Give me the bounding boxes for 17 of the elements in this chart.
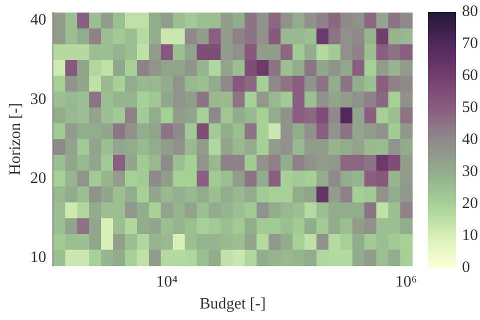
y-tick-label: 40 [30, 12, 46, 29]
color-bar-label: 80 [462, 3, 478, 20]
x-tick-label: 10⁶ [395, 273, 417, 290]
color-bar-label: 20 [462, 195, 478, 212]
color-bar-label: 0 [462, 259, 470, 276]
color-bar-label: 50 [462, 99, 478, 116]
color-bar-label: 70 [462, 35, 478, 52]
x-axis-title: Budget [-] [200, 296, 266, 313]
color-bar-label: 60 [462, 67, 478, 84]
y-tick-label: 30 [30, 90, 46, 108]
y-tick-label: 10 [30, 248, 46, 266]
y-axis-title: Horizon [-] [6, 102, 24, 176]
color-bar-label: 30 [462, 163, 478, 180]
color-bar-label: 40 [462, 131, 478, 148]
color-bar-label: 10 [462, 227, 478, 244]
y-tick-label: 20 [30, 170, 46, 187]
x-tick-label: 10⁴ [156, 273, 178, 290]
